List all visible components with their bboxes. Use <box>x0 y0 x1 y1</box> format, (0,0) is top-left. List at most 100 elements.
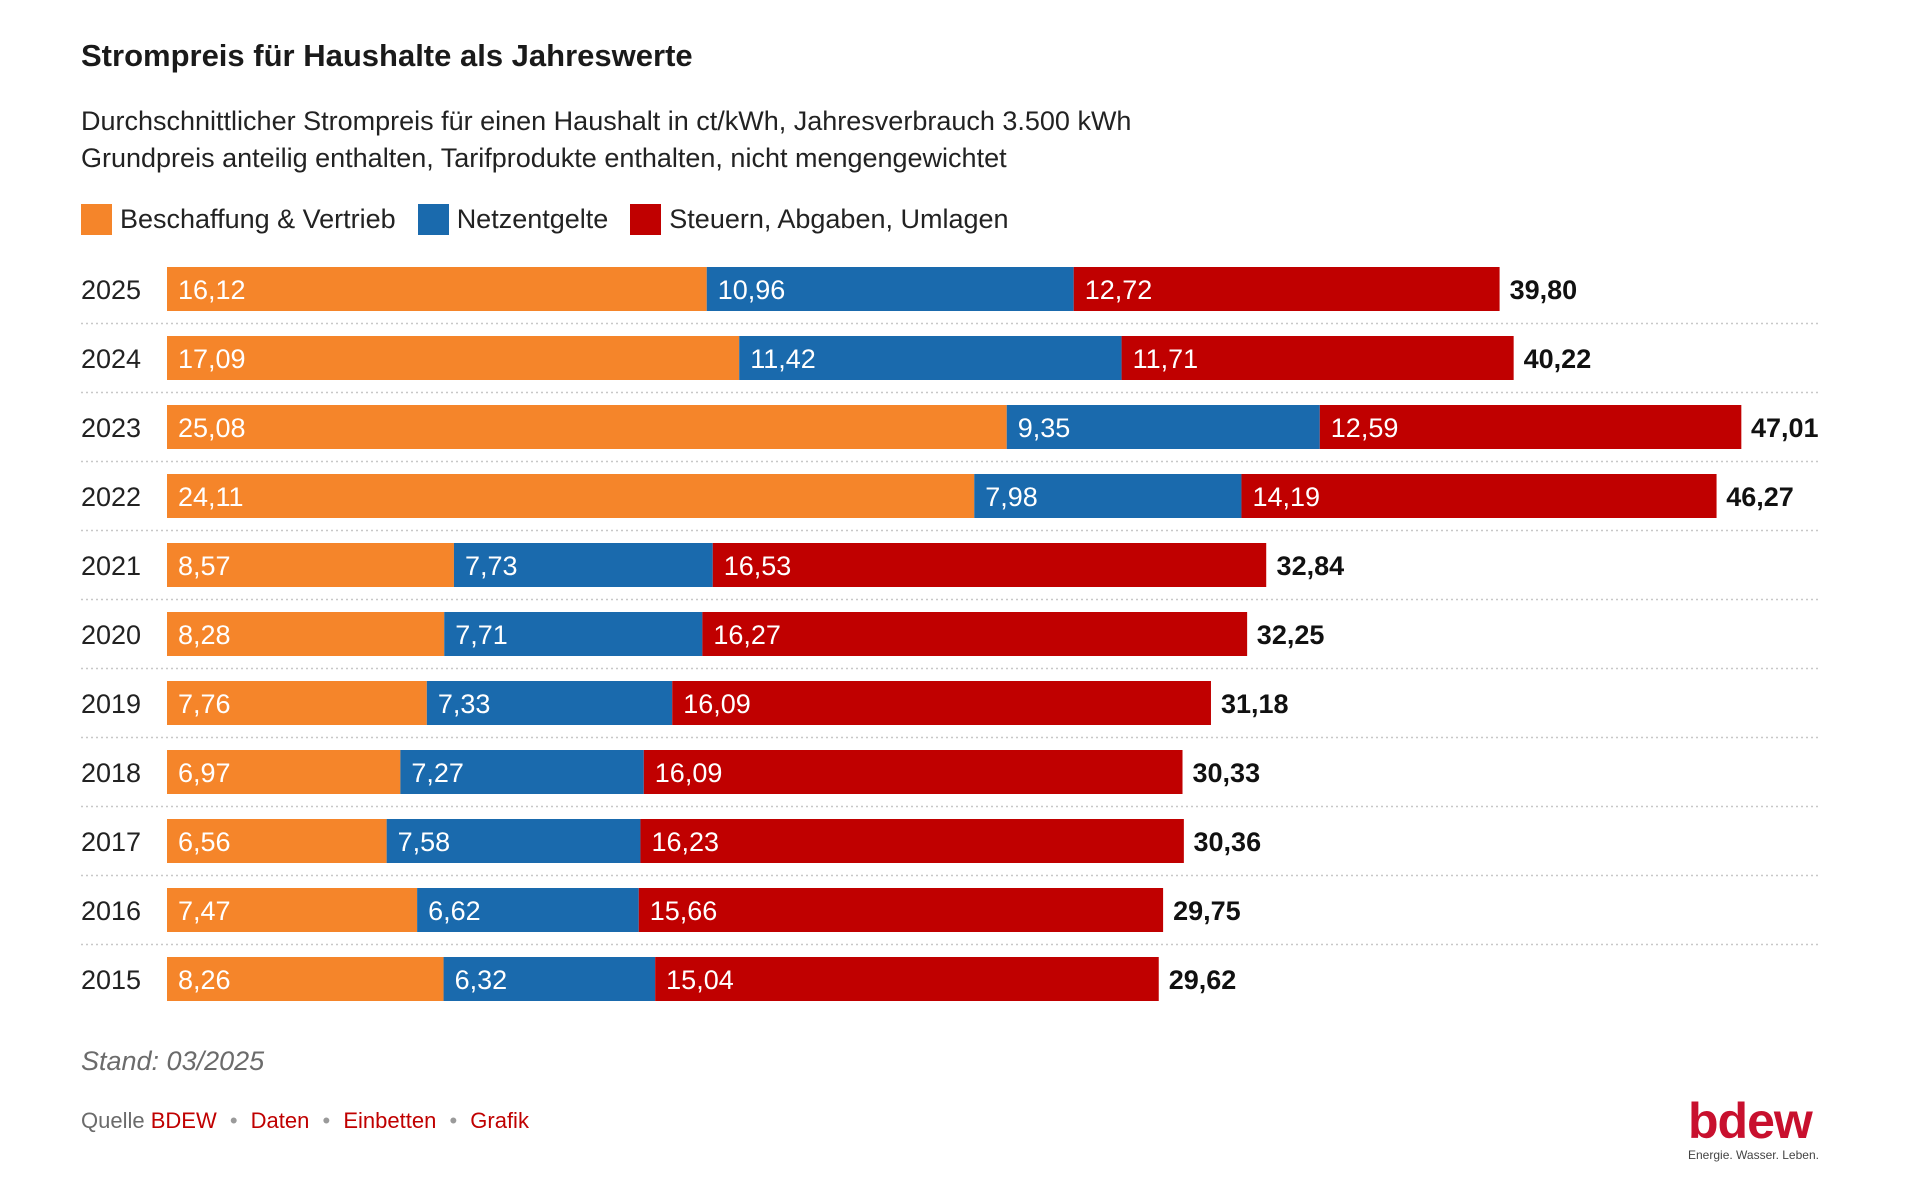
bar-segment <box>1006 405 1320 449</box>
segment-value-label: 11,42 <box>750 344 816 374</box>
bar-segment <box>400 750 644 794</box>
legend-label-netzentgelte: Netzentgelte <box>456 204 609 234</box>
chart-subtitle-line-1: Durchschnittlicher Strompreis für einen … <box>81 106 1132 136</box>
stand-date: Stand: 03/2025 <box>81 1046 265 1076</box>
bar-segment <box>706 267 1074 311</box>
total-value-label: 30,33 <box>1193 758 1261 788</box>
separator-dot: • <box>449 1108 458 1133</box>
logo-tagline: Energie. Wasser. Leben. <box>1688 1148 1819 1162</box>
segment-value-label: 7,71 <box>455 620 508 650</box>
segment-value-label: 8,26 <box>178 965 231 995</box>
year-label: 2022 <box>81 482 141 512</box>
segment-value-label: 16,09 <box>683 689 751 719</box>
chart-title: Strompreis für Haushalte als Jahreswerte <box>81 38 693 73</box>
source-prefix: Quelle <box>81 1108 145 1133</box>
legend-item-steuern: Steuern, Abgaben, Umlagen <box>630 204 1009 235</box>
bar-segment <box>739 336 1122 380</box>
bar-segment <box>702 612 1248 656</box>
legend-label-steuern: Steuern, Abgaben, Umlagen <box>669 204 1009 234</box>
segment-value-label: 14,19 <box>1252 482 1320 512</box>
bar-segment <box>167 405 1007 449</box>
legend-item-netzentgelte: Netzentgelte <box>417 204 609 235</box>
legend-swatch-beschaffung <box>81 204 112 235</box>
segment-value-label: 16,53 <box>724 551 792 581</box>
bar-segment <box>167 888 418 932</box>
total-value-label: 47,01 <box>1751 413 1819 443</box>
segment-value-label: 12,72 <box>1085 275 1153 305</box>
total-value-label: 32,25 <box>1257 620 1325 650</box>
segment-value-label: 7,98 <box>985 482 1038 512</box>
year-label: 2016 <box>81 896 141 926</box>
segment-value-label: 16,23 <box>651 827 719 857</box>
legend: Beschaffung & Vertrieb Netzentgelte Steu… <box>81 204 1031 235</box>
bar-segment <box>672 681 1211 725</box>
separator-dot: • <box>229 1108 238 1133</box>
bar-segment <box>444 612 703 656</box>
separator-dot: • <box>322 1108 331 1133</box>
legend-item-beschaffung: Beschaffung & Vertrieb <box>81 204 396 235</box>
bar-segment <box>167 819 387 863</box>
segment-value-label: 17,09 <box>178 344 246 374</box>
bar-segment <box>1073 267 1500 311</box>
segment-value-label: 7,33 <box>438 689 491 719</box>
year-label: 2015 <box>81 965 141 995</box>
segment-value-label: 6,97 <box>178 758 231 788</box>
segment-value-label: 8,28 <box>178 620 231 650</box>
segment-value-label: 24,11 <box>178 482 244 512</box>
year-label: 2025 <box>81 275 141 305</box>
bar-segment <box>1319 405 1742 449</box>
bar-segment <box>167 336 740 380</box>
legend-label-beschaffung: Beschaffung & Vertrieb <box>120 204 396 234</box>
segment-value-label: 6,32 <box>455 965 508 995</box>
bar-segment <box>167 750 401 794</box>
chart-subtitle-line-2: Grundpreis anteilig enthalten, Tarifprod… <box>81 143 1007 173</box>
link-daten[interactable]: Daten <box>250 1108 310 1133</box>
total-value-label: 46,27 <box>1726 482 1794 512</box>
bar-segment <box>643 750 1183 794</box>
segment-value-label: 11,71 <box>1133 344 1199 374</box>
segment-value-label: 7,58 <box>398 827 451 857</box>
total-value-label: 32,84 <box>1277 551 1345 581</box>
bar-segment <box>1121 336 1514 380</box>
segment-value-label: 12,59 <box>1331 413 1399 443</box>
year-label: 2018 <box>81 758 141 788</box>
legend-swatch-steuern <box>630 204 662 235</box>
bar-segment <box>453 543 713 587</box>
segment-value-label: 16,09 <box>655 758 723 788</box>
logo-wordmark: bdew <box>1688 1093 1813 1149</box>
segment-value-label: 7,27 <box>411 758 464 788</box>
year-label: 2019 <box>81 689 141 719</box>
total-value-label: 40,22 <box>1524 344 1592 374</box>
total-value-label: 31,18 <box>1221 689 1289 719</box>
source-link-bdew[interactable]: BDEW <box>150 1108 217 1133</box>
bar-segment <box>167 681 427 725</box>
segment-value-label: 7,76 <box>178 689 231 719</box>
link-grafik[interactable]: Grafik <box>470 1108 529 1133</box>
segment-value-label: 16,27 <box>713 620 781 650</box>
segment-value-label: 15,66 <box>650 896 718 926</box>
source-line: Quelle BDEW • Daten • Einbetten • Grafik <box>81 1108 529 1134</box>
total-value-label: 29,75 <box>1173 896 1241 926</box>
segment-value-label: 25,08 <box>178 413 246 443</box>
segment-value-label: 8,57 <box>178 551 231 581</box>
year-label: 2017 <box>81 827 141 857</box>
legend-swatch-netzentgelte <box>417 204 449 235</box>
bar-segment <box>974 474 1242 518</box>
bar-segment <box>638 888 1164 932</box>
link-einbetten[interactable]: Einbetten <box>343 1108 437 1133</box>
bar-segment <box>712 543 1267 587</box>
bar-segment <box>417 888 639 932</box>
segment-value-label: 6,56 <box>178 827 231 857</box>
bar-segment <box>167 543 454 587</box>
year-label: 2024 <box>81 344 141 374</box>
segment-value-label: 16,12 <box>178 275 246 305</box>
segment-value-label: 6,62 <box>428 896 481 926</box>
bar-segment <box>1241 474 1717 518</box>
segment-value-label: 7,73 <box>465 551 518 581</box>
total-value-label: 30,36 <box>1194 827 1262 857</box>
year-label: 2023 <box>81 413 141 443</box>
bdew-logo: bdew Energie. Wasser. Leben. <box>1688 1093 1828 1162</box>
stacked-bar-chart: 2025 16,12 10,96 12,72 39,80 2024 17,09 11,42 11… <box>81 267 1819 1001</box>
segment-value-label: 10,96 <box>718 275 786 305</box>
